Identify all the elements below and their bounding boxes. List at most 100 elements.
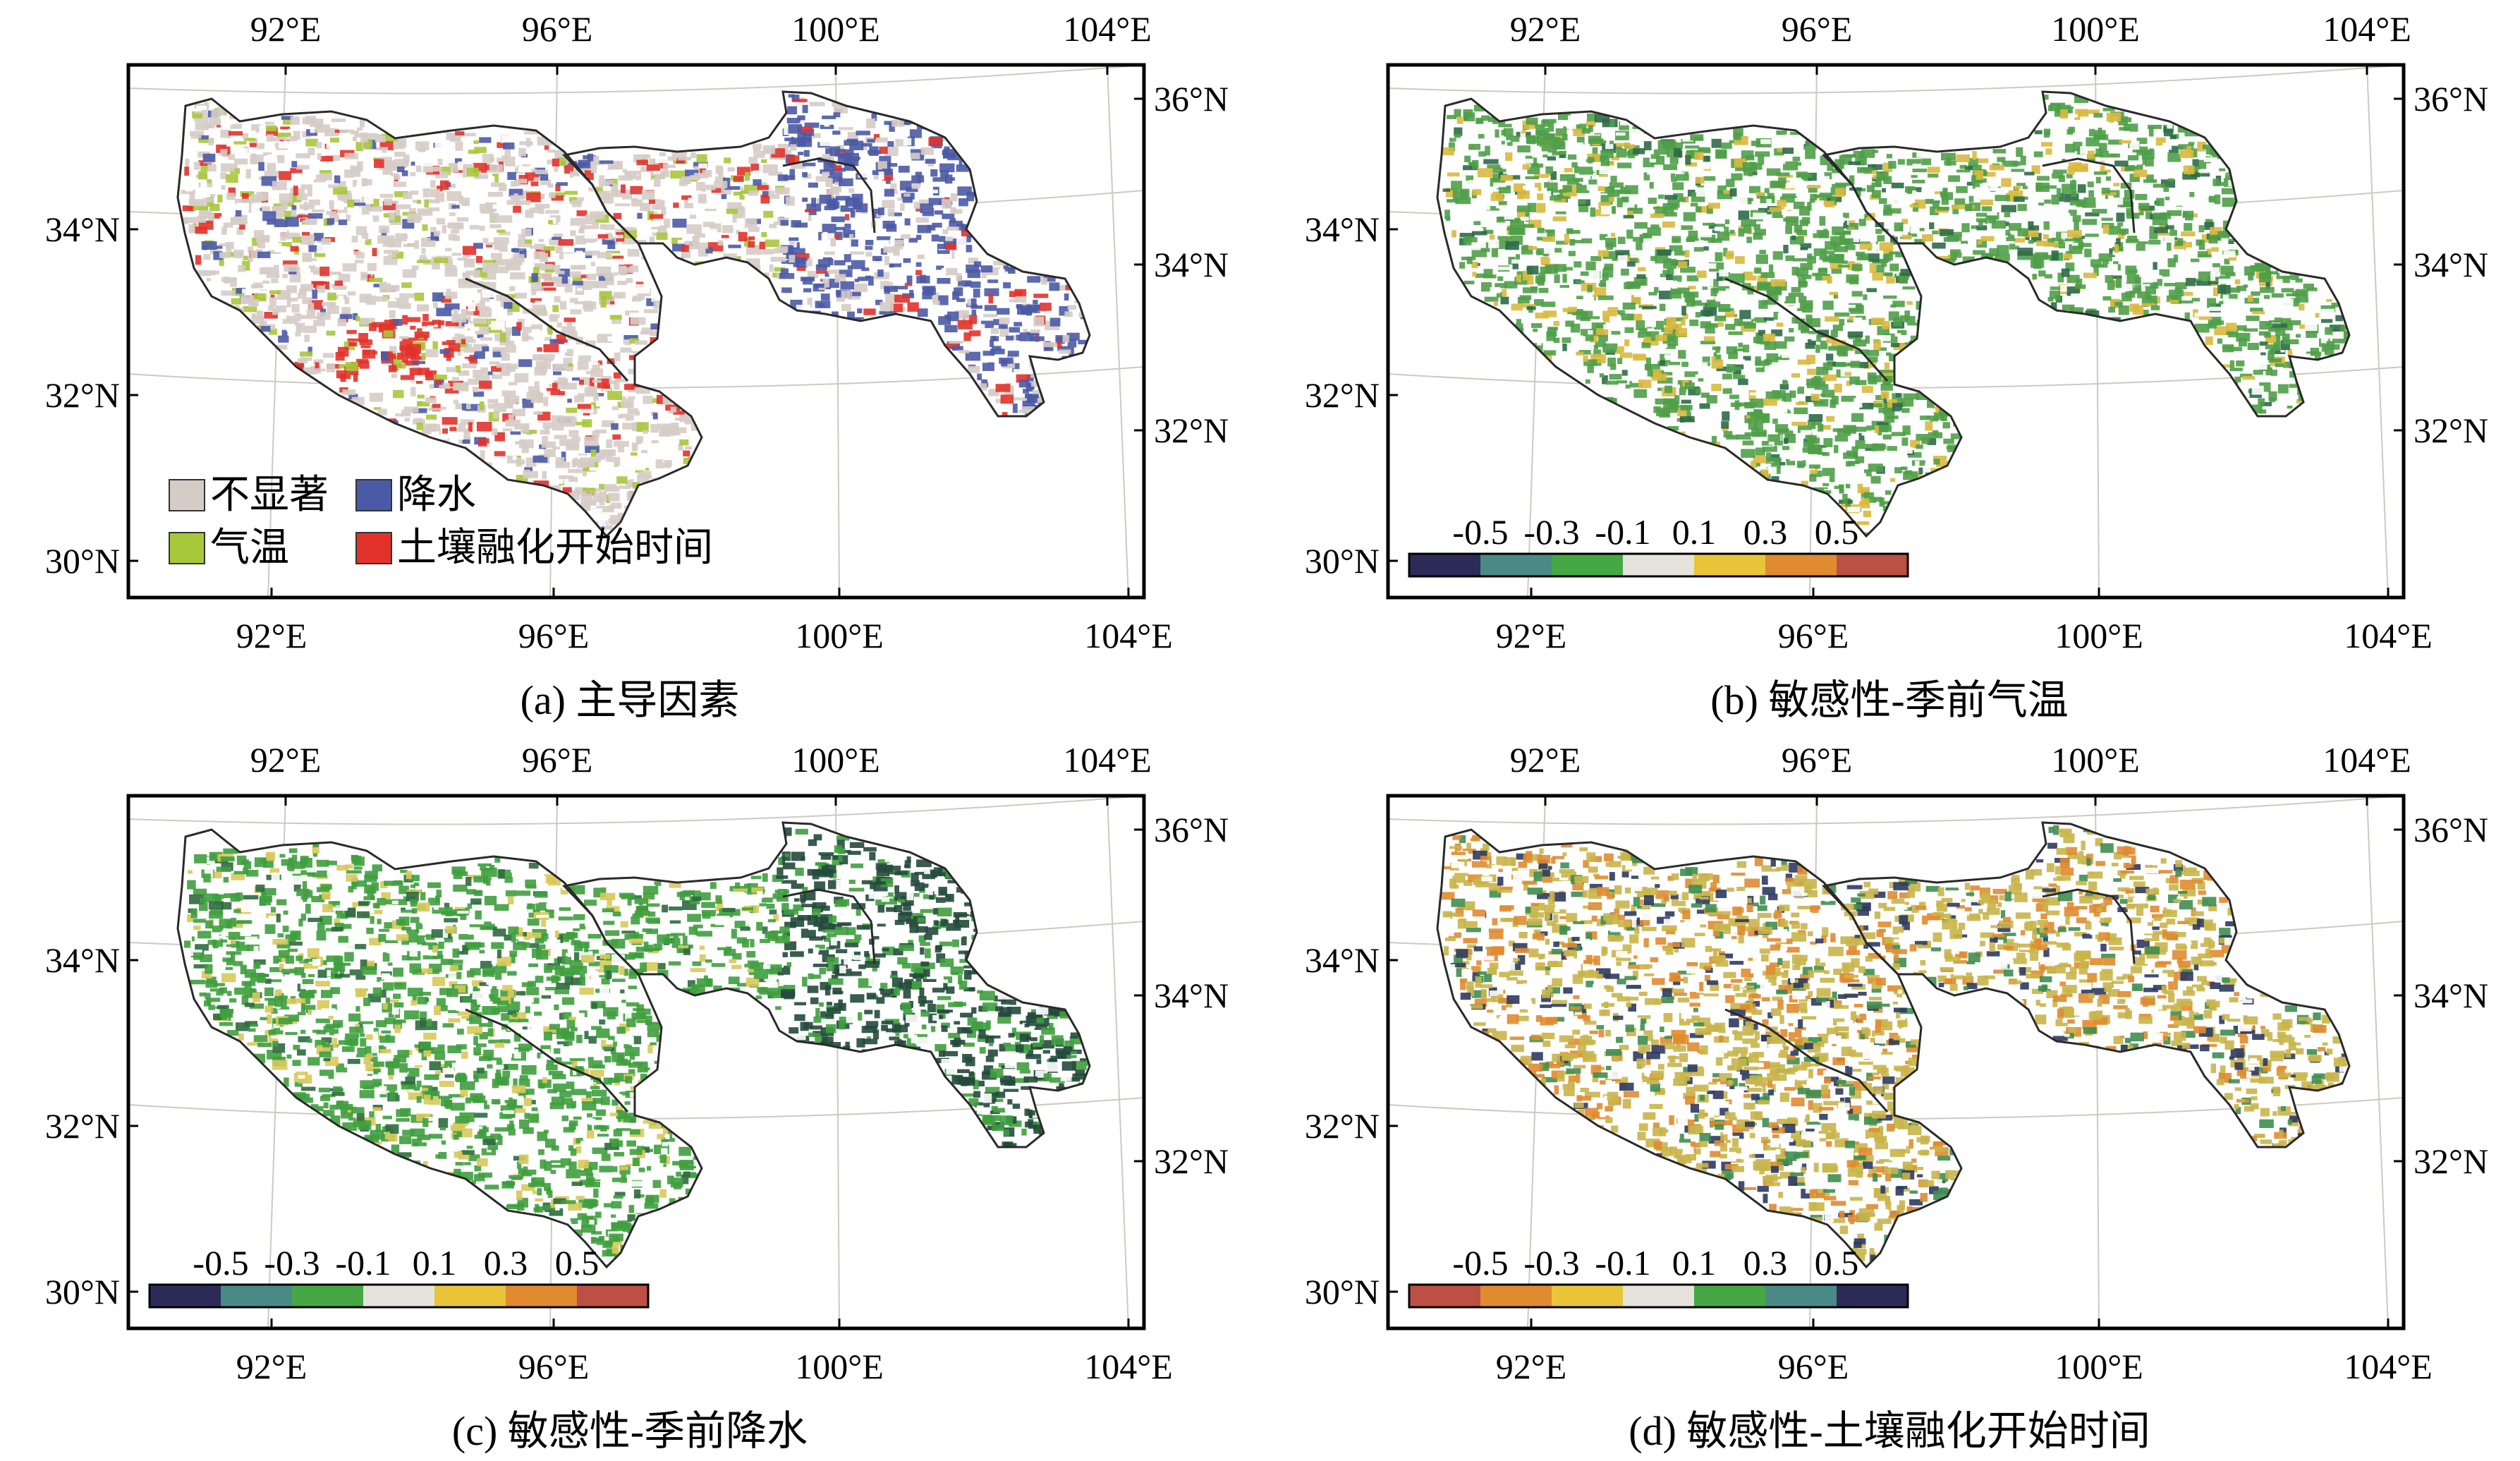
colorbar-label: 0.3 [484, 1243, 528, 1283]
basin-boundaries [1436, 90, 2351, 538]
colorbar-label: -0.5 [1452, 512, 1508, 552]
lat-label-right: 32°N [1154, 411, 1229, 450]
lat-label-left: 34°N [45, 210, 120, 249]
panel-b: 92°E 96°E 100°E 104°E 92°E 96°E 100°E 104°E 34°N… [1260, 0, 2519, 730]
lat-label-left: 32°N [45, 1106, 120, 1146]
colorbar-label: 0.3 [1743, 512, 1788, 552]
lon-label-bottom: 100°E [2055, 616, 2143, 655]
colorbar-label: 0.1 [1672, 1243, 1717, 1283]
lon-label-bottom: 92°E [1496, 1347, 1567, 1386]
colorbar-label: -0.3 [1523, 1243, 1579, 1283]
lat-label-left: 34°N [1305, 210, 1380, 249]
lat-label-right: 36°N [1154, 79, 1229, 119]
east-sub-basin-line [2042, 888, 2136, 964]
east-sub-basin-line [2042, 157, 2136, 234]
lon-label-bottom: 96°E [1778, 616, 1849, 655]
sub-basin-line [465, 1008, 629, 1113]
colorbar-segment [506, 1285, 577, 1307]
east-basin-outline [1822, 90, 2351, 418]
colorbar: -0.5 -0.3 -0.1 0.1 0.3 0.5 [148, 1243, 650, 1309]
raster-layer [178, 92, 1090, 536]
lat-label-left: 32°N [45, 375, 120, 415]
legend-label: 土壤融化开始时间 [397, 526, 713, 570]
lon-label-top: 104°E [1063, 9, 1152, 49]
lon-label-bottom: 92°E [1496, 616, 1567, 655]
colorbar-segment [1552, 554, 1623, 576]
caption-c: (c) 敏感性-季前降水 [451, 1408, 808, 1454]
colorbar-label: -0.3 [1523, 512, 1579, 552]
legend-swatch [169, 479, 205, 511]
lon-label-bottom: 100°E [795, 1347, 884, 1386]
basin-boundaries [176, 90, 1091, 538]
lon-label-bottom: 96°E [518, 616, 590, 655]
lon-label-bottom: 92°E [236, 616, 308, 655]
colorbar-label: 0.5 [1815, 1243, 1859, 1283]
caption-d: (d) 敏感性-土壤融化开始时间 [1629, 1408, 2150, 1454]
lon-label-top: 104°E [2323, 9, 2411, 49]
lon-label-top: 100°E [791, 740, 880, 780]
lon-label-bottom: 100°E [795, 616, 884, 655]
east-basin-outline [562, 90, 1091, 418]
colorbar-segment [221, 1285, 292, 1307]
colorbar: -0.5 -0.3 -0.1 0.1 0.3 0.5 [1408, 512, 1909, 578]
legend-swatch [169, 532, 205, 564]
lat-label-right: 36°N [2414, 810, 2488, 849]
lon-label-bottom: 104°E [2344, 616, 2433, 655]
lon-label-top: 92°E [250, 740, 322, 780]
colorbar-segment [363, 1285, 434, 1307]
east-sub-basin-line [782, 888, 876, 964]
lon-label-bottom: 96°E [1778, 1347, 1849, 1386]
colorbar-segment [1552, 1285, 1623, 1307]
legend-swatch [355, 479, 392, 511]
colorbar-label: 0.3 [1743, 1243, 1788, 1283]
colorbar-label: -0.1 [1595, 1243, 1650, 1283]
lon-label-bottom: 104°E [1084, 616, 1173, 655]
lat-label-left: 34°N [1305, 940, 1380, 980]
lat-label-right: 34°N [2414, 245, 2488, 284]
map-a: 92°E 96°E 100°E 104°E 92°E 96°E 100°E 104°E 34°N… [45, 9, 1229, 655]
lon-label-bottom: 92°E [236, 1347, 308, 1386]
lat-label-left: 30°N [1305, 541, 1380, 581]
east-basin-outline [1822, 821, 2351, 1148]
lon-label-bottom: 96°E [518, 1347, 590, 1386]
lon-label-top: 104°E [1063, 740, 1152, 780]
west-basin-outline [176, 97, 703, 538]
sub-basin-line [1724, 277, 1889, 382]
legend-label: 降水 [397, 473, 476, 517]
lon-label-top: 100°E [791, 9, 880, 49]
colorbar: -0.5 -0.3 -0.1 0.1 0.3 0.5 [1408, 1243, 1909, 1309]
colorbar-segment [292, 1285, 363, 1307]
lon-label-top: 100°E [2051, 9, 2140, 49]
colorbar-segment [1409, 554, 1480, 576]
lat-label-right: 34°N [1154, 245, 1229, 284]
lon-label-top: 100°E [2051, 740, 2140, 780]
lon-label-bottom: 104°E [1084, 1347, 1173, 1386]
colorbar-segment [1837, 554, 1908, 576]
colorbar-segment [1623, 554, 1694, 576]
panel-c: 92°E 96°E 100°E 104°E 92°E 96°E 100°E 104°E 34°N… [0, 731, 1260, 1461]
map-frame [1386, 63, 2406, 600]
lon-label-bottom: 104°E [2344, 1347, 2433, 1386]
legend-swatch [355, 532, 392, 564]
colorbar-segment [1480, 554, 1552, 576]
colorbar-segment [150, 1285, 221, 1307]
colorbar-label: -0.3 [264, 1243, 319, 1283]
lon-label-top: 96°E [522, 9, 593, 49]
colorbar-segment [1480, 1285, 1552, 1307]
east-sub-basin-line [782, 157, 876, 234]
colorbar-segment [1694, 554, 1765, 576]
map-b: 92°E 96°E 100°E 104°E 92°E 96°E 100°E 104°E 34°N… [1305, 9, 2488, 655]
lat-label-right: 32°N [2414, 411, 2488, 450]
lat-label-left: 30°N [45, 1272, 120, 1311]
lon-label-top: 96°E [1782, 9, 1853, 49]
west-basin-outline [1436, 97, 1963, 538]
colorbar-label: 0.1 [413, 1243, 457, 1283]
colorbar-label: -0.1 [335, 1243, 391, 1283]
colorbar-label: 0.5 [1815, 512, 1859, 552]
colorbar-label: -0.5 [193, 1243, 248, 1283]
map-frame [1386, 794, 2406, 1330]
lon-label-bottom: 100°E [2055, 1347, 2143, 1386]
panel-a: 92°E 96°E 100°E 104°E 92°E 96°E 100°E 104°E 34°N… [0, 0, 1260, 730]
west-basin-outline [176, 828, 703, 1269]
